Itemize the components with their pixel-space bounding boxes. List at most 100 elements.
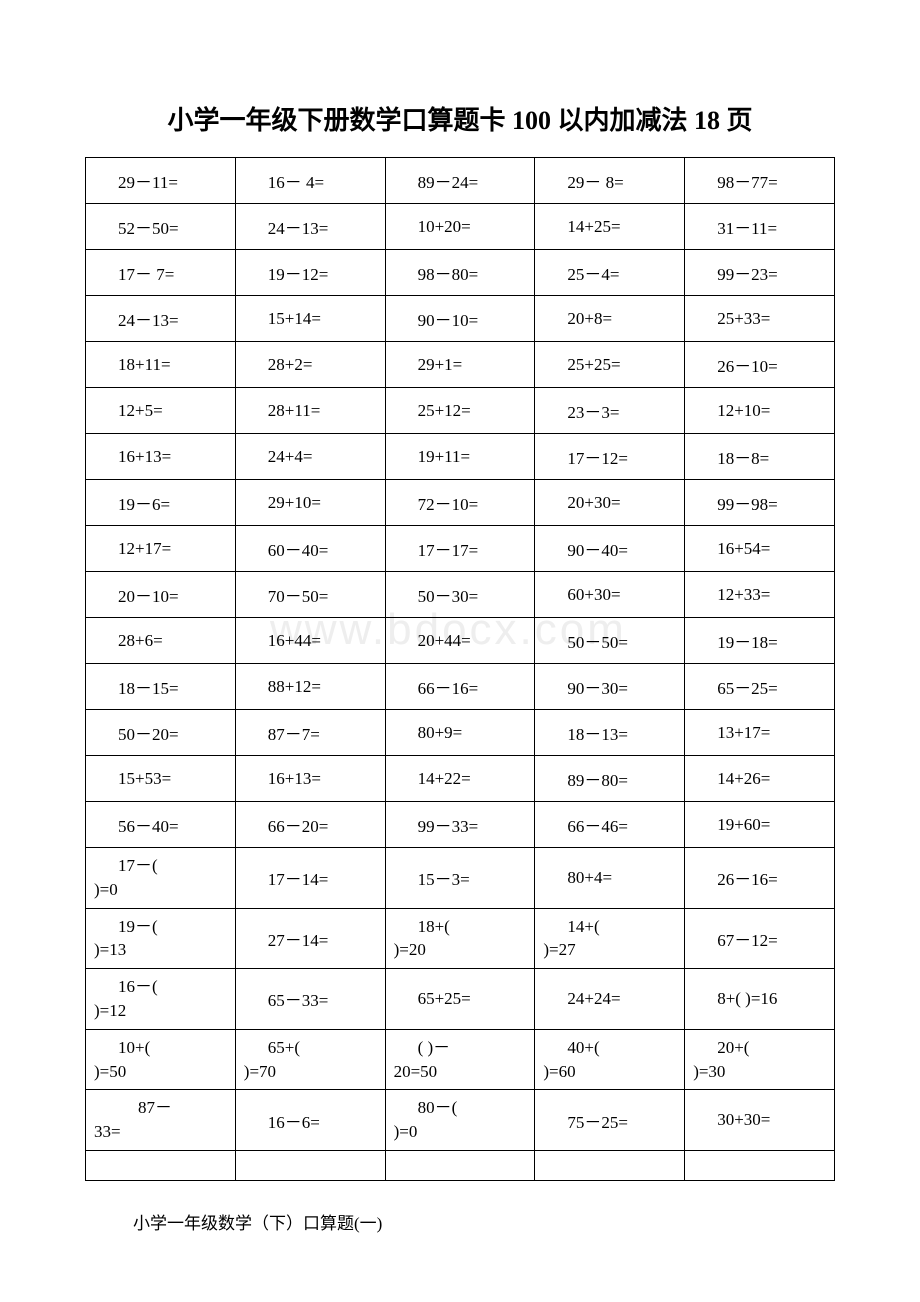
table-cell: 99－33= xyxy=(385,802,535,848)
table-cell: 10+()=50 xyxy=(86,1029,236,1090)
table-row: 28+6=16+44=20+44=50－50=19－18= xyxy=(86,618,835,664)
table-cell: 15－3= xyxy=(385,848,535,909)
table-cell: 18+11= xyxy=(86,342,236,388)
table-cell xyxy=(235,1150,385,1180)
table-cell: 17－12= xyxy=(535,434,685,480)
table-row: 50－20=87－7=80+9=18－13=13+17= xyxy=(86,710,835,756)
table-cell: 12+33= xyxy=(685,572,835,618)
table-cell: 87－33= xyxy=(86,1090,236,1151)
table-cell: 60+30= xyxy=(535,572,685,618)
table-cell: 24+24= xyxy=(535,969,685,1030)
table-cell: 12+17= xyxy=(86,526,236,572)
table-cell: 13+17= xyxy=(685,710,835,756)
table-cell: 26－10= xyxy=(685,342,835,388)
table-cell: 15+14= xyxy=(235,296,385,342)
table-cell: 28+2= xyxy=(235,342,385,388)
table-cell: 27－14= xyxy=(235,908,385,969)
table-cell: 98－80= xyxy=(385,250,535,296)
table-cell: 14+()=27 xyxy=(535,908,685,969)
table-cell: 24－13= xyxy=(86,296,236,342)
table-cell: 70－50= xyxy=(235,572,385,618)
table-cell: 20+30= xyxy=(535,480,685,526)
table-cell: 16+13= xyxy=(86,434,236,480)
table-cell: 89－80= xyxy=(535,756,685,802)
table-row: 87－33=16－6=80－()=075－25=30+30= xyxy=(86,1090,835,1151)
table-cell: 17－ 7= xyxy=(86,250,236,296)
table-cell: 10+20= xyxy=(385,204,535,250)
table-cell xyxy=(535,1150,685,1180)
table-cell: 20+8= xyxy=(535,296,685,342)
table-cell: 29+10= xyxy=(235,480,385,526)
table-cell: 12+10= xyxy=(685,388,835,434)
table-cell: 24+4= xyxy=(235,434,385,480)
table-cell: 66－20= xyxy=(235,802,385,848)
table-cell: 99－23= xyxy=(685,250,835,296)
table-row: 16+13=24+4=19+11=17－12=18－8= xyxy=(86,434,835,480)
table-cell: 80+9= xyxy=(385,710,535,756)
table-cell: 98－77= xyxy=(685,158,835,204)
table-cell: 19+11= xyxy=(385,434,535,480)
table-row: 12+5=28+11=25+12=23－3=12+10= xyxy=(86,388,835,434)
table-cell: 66－46= xyxy=(535,802,685,848)
table-cell: 16+44= xyxy=(235,618,385,664)
table-cell: 80+4= xyxy=(535,848,685,909)
math-problems-table: 29－11=16－ 4=89－24=29－ 8=98－77=52－50=24－1… xyxy=(85,157,835,1181)
table-cell xyxy=(86,1150,236,1180)
table-cell: 20－10= xyxy=(86,572,236,618)
table-cell: 30+30= xyxy=(685,1090,835,1151)
table-cell: 56－40= xyxy=(86,802,236,848)
table-cell: 90－40= xyxy=(535,526,685,572)
table-cell: 25+33= xyxy=(685,296,835,342)
table-cell: 88+12= xyxy=(235,664,385,710)
table-cell: 28+6= xyxy=(86,618,236,664)
table-row xyxy=(86,1150,835,1180)
table-cell: 25+12= xyxy=(385,388,535,434)
table-cell: 52－50= xyxy=(86,204,236,250)
table-cell: 17－14= xyxy=(235,848,385,909)
table-cell: 19+60= xyxy=(685,802,835,848)
table-cell: 40+()=60 xyxy=(535,1029,685,1090)
table-cell: ( )－20=50 xyxy=(385,1029,535,1090)
table-cell: 14+22= xyxy=(385,756,535,802)
table-cell: 16－6= xyxy=(235,1090,385,1151)
table-row: 20－10=70－50=50－30=60+30=12+33= xyxy=(86,572,835,618)
table-cell: 87－7= xyxy=(235,710,385,756)
table-cell: 19－6= xyxy=(86,480,236,526)
table-row: 18+11=28+2=29+1=25+25=26－10= xyxy=(86,342,835,388)
table-cell: 14+26= xyxy=(685,756,835,802)
table-cell: 80－()=0 xyxy=(385,1090,535,1151)
table-cell: 17－17= xyxy=(385,526,535,572)
table-cell: 14+25= xyxy=(535,204,685,250)
table-cell: 50－50= xyxy=(535,618,685,664)
table-row: 29－11=16－ 4=89－24=29－ 8=98－77= xyxy=(86,158,835,204)
table-row: 18－15=88+12=66－16=90－30=65－25= xyxy=(86,664,835,710)
table-cell: 65－25= xyxy=(685,664,835,710)
table-cell: 67－12= xyxy=(685,908,835,969)
table-cell: 25－4= xyxy=(535,250,685,296)
table-cell: 75－25= xyxy=(535,1090,685,1151)
table-cell: 20+44= xyxy=(385,618,535,664)
table-row: 19－()=1327－14=18+()=2014+()=2767－12= xyxy=(86,908,835,969)
table-cell: 16－()=12 xyxy=(86,969,236,1030)
table-cell: 28+11= xyxy=(235,388,385,434)
table-cell: 65－33= xyxy=(235,969,385,1030)
table-cell: 16+54= xyxy=(685,526,835,572)
page-footer: 小学一年级数学（下）口算题(一) xyxy=(85,1209,835,1234)
table-cell: 25+25= xyxy=(535,342,685,388)
table-cell: 72－10= xyxy=(385,480,535,526)
table-cell: 18+()=20 xyxy=(385,908,535,969)
table-cell: 16－ 4= xyxy=(235,158,385,204)
table-row: 24－13=15+14=90－10=20+8=25+33= xyxy=(86,296,835,342)
table-cell xyxy=(685,1150,835,1180)
table-cell: 50－20= xyxy=(86,710,236,756)
table-row: 52－50=24－13=10+20=14+25=31－11= xyxy=(86,204,835,250)
table-row: 15+53=16+13=14+22=89－80=14+26= xyxy=(86,756,835,802)
table-row: 17－ 7=19－12=98－80=25－4=99－23= xyxy=(86,250,835,296)
table-cell xyxy=(385,1150,535,1180)
table-cell: 19－12= xyxy=(235,250,385,296)
table-cell: 26－16= xyxy=(685,848,835,909)
table-cell: 20+()=30 xyxy=(685,1029,835,1090)
table-cell: 29－ 8= xyxy=(535,158,685,204)
table-row: 16－()=1265－33=65+25=24+24=8+( )=16 xyxy=(86,969,835,1030)
table-cell: 29－11= xyxy=(86,158,236,204)
